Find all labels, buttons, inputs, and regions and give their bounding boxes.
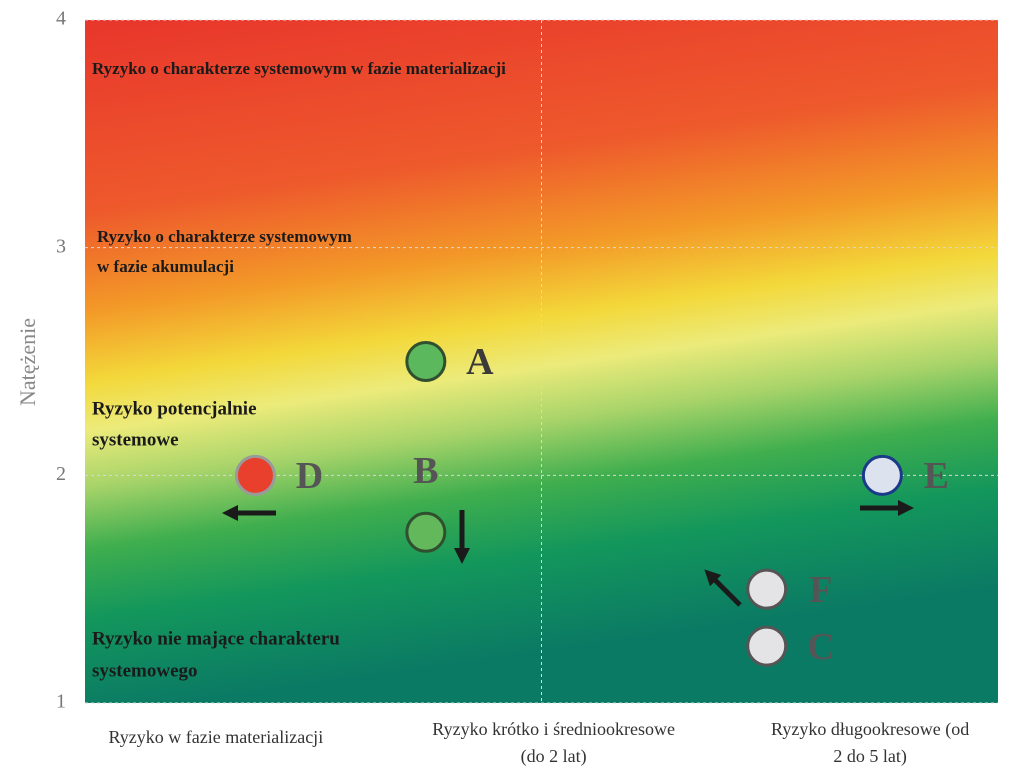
x-tick-label-line: Ryzyko długookresowe (od xyxy=(771,719,970,739)
zone-label: w fazie akumulacji xyxy=(97,257,234,276)
x-tick-label: Ryzyko długookresowe (od 2 do 5 lat) xyxy=(720,716,1012,770)
y-tick-label: 2 xyxy=(56,463,66,485)
point xyxy=(746,568,788,610)
point-label: F xyxy=(809,569,832,611)
zone-label: Ryzyko nie mające charakteru xyxy=(92,628,340,649)
x-tick-label-line: Ryzyko krótko i średniookresowe xyxy=(432,719,676,739)
zone-label: Ryzyko potencjalnie xyxy=(92,398,257,419)
point-label: E xyxy=(924,455,949,497)
y-axis-label: Natężenie xyxy=(15,318,40,406)
zone-label: Ryzyko o charakterze systemowym w fazie … xyxy=(92,59,506,78)
x-tick-label-line: 2 do 5 lat) xyxy=(833,746,907,766)
arrow xyxy=(704,569,742,607)
point xyxy=(746,625,788,667)
point xyxy=(405,511,447,553)
zone-label: systemowe xyxy=(92,429,179,450)
zone-label: systemowego xyxy=(92,660,198,681)
point-label: D xyxy=(296,455,323,497)
point xyxy=(405,341,447,382)
y-tick-label: 3 xyxy=(56,235,66,257)
plot-background xyxy=(85,20,998,703)
zone-label: Ryzyko o charakterze systemowym xyxy=(97,227,352,246)
x-tick-label: Ryzyko krótko i średniookresowe (do 2 lat… xyxy=(404,716,704,770)
y-tick-label: 4 xyxy=(56,8,66,30)
point xyxy=(861,454,903,496)
x-tick-label-line: (do 2 lat) xyxy=(520,746,587,766)
x-tick-label-line: Ryzyko w fazie materializacji xyxy=(108,727,324,747)
point-label: B xyxy=(413,450,438,492)
point-label: C xyxy=(807,626,834,668)
x-tick-label: Ryzyko w fazie materializacji xyxy=(66,724,366,751)
y-tick-label: 1 xyxy=(56,691,66,713)
point xyxy=(234,454,276,496)
point-label: A xyxy=(466,341,494,383)
